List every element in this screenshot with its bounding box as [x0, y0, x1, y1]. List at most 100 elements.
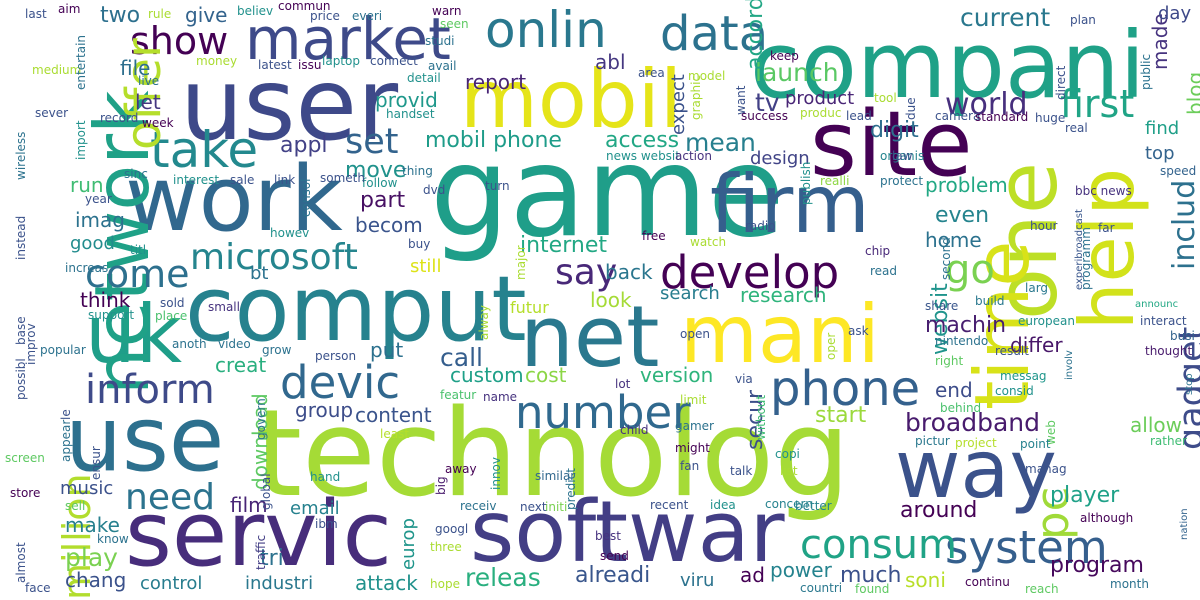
word-player: player: [1050, 483, 1120, 508]
word-public: public: [1139, 53, 1153, 90]
word-aim: aim: [58, 2, 81, 16]
word-copi: copi: [775, 447, 800, 461]
word-far: far: [1098, 221, 1115, 235]
word-possibl: possibl: [14, 358, 28, 400]
word-face: face: [25, 581, 51, 595]
word-concern: concern: [765, 497, 813, 511]
word-continu: continu: [965, 575, 1010, 589]
word-first: first: [1060, 82, 1135, 126]
word-take: take: [150, 121, 259, 179]
word-two: two: [100, 3, 141, 28]
word-run: run: [70, 173, 104, 197]
word-alreadi: alreadi: [575, 563, 651, 588]
word-latest: latest: [258, 58, 292, 72]
word-chang: chang: [65, 568, 127, 592]
word-record: record: [100, 111, 139, 125]
word-servic: servic: [125, 482, 393, 587]
word-good: good: [70, 233, 115, 254]
word-sold: sold: [160, 296, 185, 310]
word-interest: interest: [173, 173, 220, 187]
word-googl: googl: [435, 522, 469, 536]
word-warn: warn: [432, 4, 462, 18]
word-accord: accord: [743, 0, 768, 70]
word-list: list: [780, 464, 798, 478]
word-popular: popular: [40, 343, 86, 357]
word-sale: sale: [230, 173, 255, 187]
word-traffic: traffic: [254, 534, 268, 570]
word-connect: connect: [370, 54, 418, 68]
word-publish: publish: [799, 161, 813, 205]
word-manag: manag: [1025, 462, 1067, 476]
word-appear: appear: [59, 419, 73, 462]
word-day: day: [1158, 3, 1192, 24]
word-softwar: softwar: [470, 483, 785, 582]
word-becom: becom: [355, 213, 423, 237]
word-recent: recent: [650, 498, 689, 512]
word-mean: mean: [685, 128, 756, 157]
word-call: call: [440, 343, 483, 372]
word-messag: messag: [1000, 369, 1047, 383]
word-industri: industri: [245, 573, 314, 594]
word-current: current: [960, 3, 1051, 32]
word-tv: tv: [755, 88, 780, 117]
word-power: power: [770, 558, 832, 582]
word-news-websit: news websit: [606, 149, 680, 163]
word-realli: realli: [820, 174, 850, 188]
word-issu: issu: [298, 58, 322, 72]
word-ensur: ensur: [89, 446, 103, 480]
word-group: group: [295, 398, 354, 422]
word-make: make: [65, 513, 120, 537]
word-sinc: sinc: [124, 167, 148, 181]
word-innov: innov: [489, 457, 503, 490]
word-give: give: [185, 3, 228, 27]
word-back: back: [605, 260, 653, 284]
word-store: store: [10, 486, 41, 500]
word-chip: chip: [865, 244, 891, 258]
word-build: build: [975, 294, 1005, 308]
word-microsoft: microsoft: [190, 237, 358, 278]
word-anoth: anoth: [172, 337, 207, 351]
word-control: control: [140, 573, 203, 594]
word-standard: standard: [975, 110, 1029, 124]
word-result: result: [995, 344, 1029, 358]
word-start: start: [815, 403, 867, 428]
word-abl: abl: [595, 50, 626, 74]
word-direct: direct: [1054, 65, 1068, 100]
word-firm: firm: [710, 158, 870, 251]
word-studi: studi: [425, 34, 455, 48]
word-consol: consol: [299, 178, 313, 217]
word-idea: idea: [710, 498, 736, 512]
word-similar: similar: [535, 469, 576, 483]
word-entertain: entertain: [74, 34, 88, 90]
word-hand: hand: [310, 470, 341, 484]
word-blog: blog: [1183, 71, 1200, 115]
word-phone: phone: [770, 361, 921, 417]
word-consum: consum: [800, 522, 957, 568]
word-talk: talk: [730, 464, 753, 478]
word-part: part: [360, 188, 406, 213]
word-govern: govern: [254, 398, 268, 440]
word-internet: internet: [520, 233, 607, 258]
word-film: film: [230, 493, 268, 517]
word-major: major: [514, 245, 528, 280]
word-turn: turn: [485, 179, 510, 193]
word-ad: ad: [740, 563, 765, 587]
word-tri: tri: [260, 546, 284, 571]
word-initi: initi: [545, 500, 568, 514]
word-soni: soni: [905, 568, 946, 592]
word-thing: thing: [402, 164, 433, 178]
word-ibm: ibm: [315, 517, 338, 531]
word-money: money: [196, 54, 238, 68]
word-better: better: [795, 499, 832, 513]
word-includ: includ: [1167, 179, 1200, 270]
word-tool: tool: [874, 91, 897, 105]
word-three: three: [430, 540, 462, 554]
word-screen: screen: [5, 451, 45, 465]
word-titl: titl: [130, 243, 147, 257]
word-produc: produc: [800, 106, 842, 120]
word-price: price: [310, 9, 340, 23]
word-sever: sever: [35, 106, 69, 120]
word-believ: believ: [237, 4, 274, 18]
word-launch: launch: [755, 58, 839, 87]
word-seen: seen: [440, 17, 469, 31]
